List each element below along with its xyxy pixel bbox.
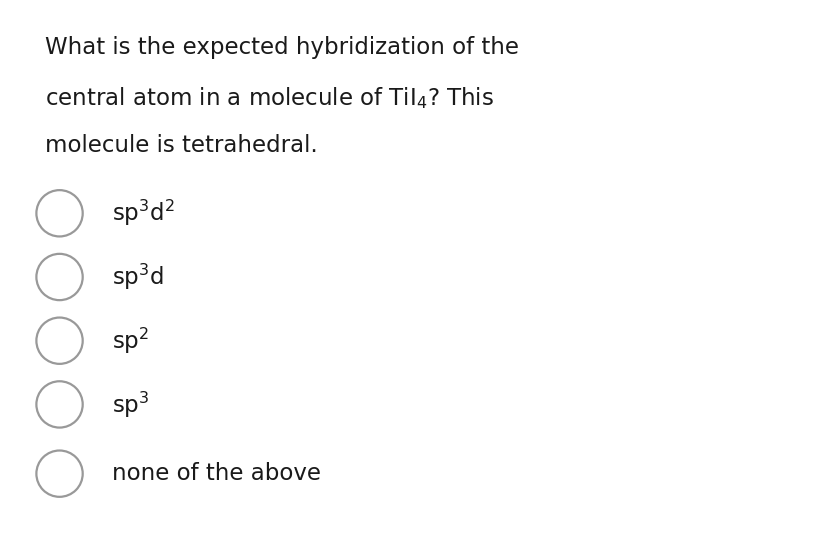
Text: sp$^3$d$^2$: sp$^3$d$^2$ <box>112 198 174 228</box>
Text: sp$^3$d: sp$^3$d <box>112 262 164 292</box>
Text: sp$^2$: sp$^2$ <box>112 326 149 356</box>
Text: What is the expected hybridization of the: What is the expected hybridization of th… <box>45 36 519 59</box>
Text: central atom in a molecule of TiI$_4$? This: central atom in a molecule of TiI$_4$? T… <box>45 85 495 111</box>
Text: sp$^3$: sp$^3$ <box>112 389 149 419</box>
Text: molecule is tetrahedral.: molecule is tetrahedral. <box>45 134 318 157</box>
Text: none of the above: none of the above <box>112 462 321 485</box>
